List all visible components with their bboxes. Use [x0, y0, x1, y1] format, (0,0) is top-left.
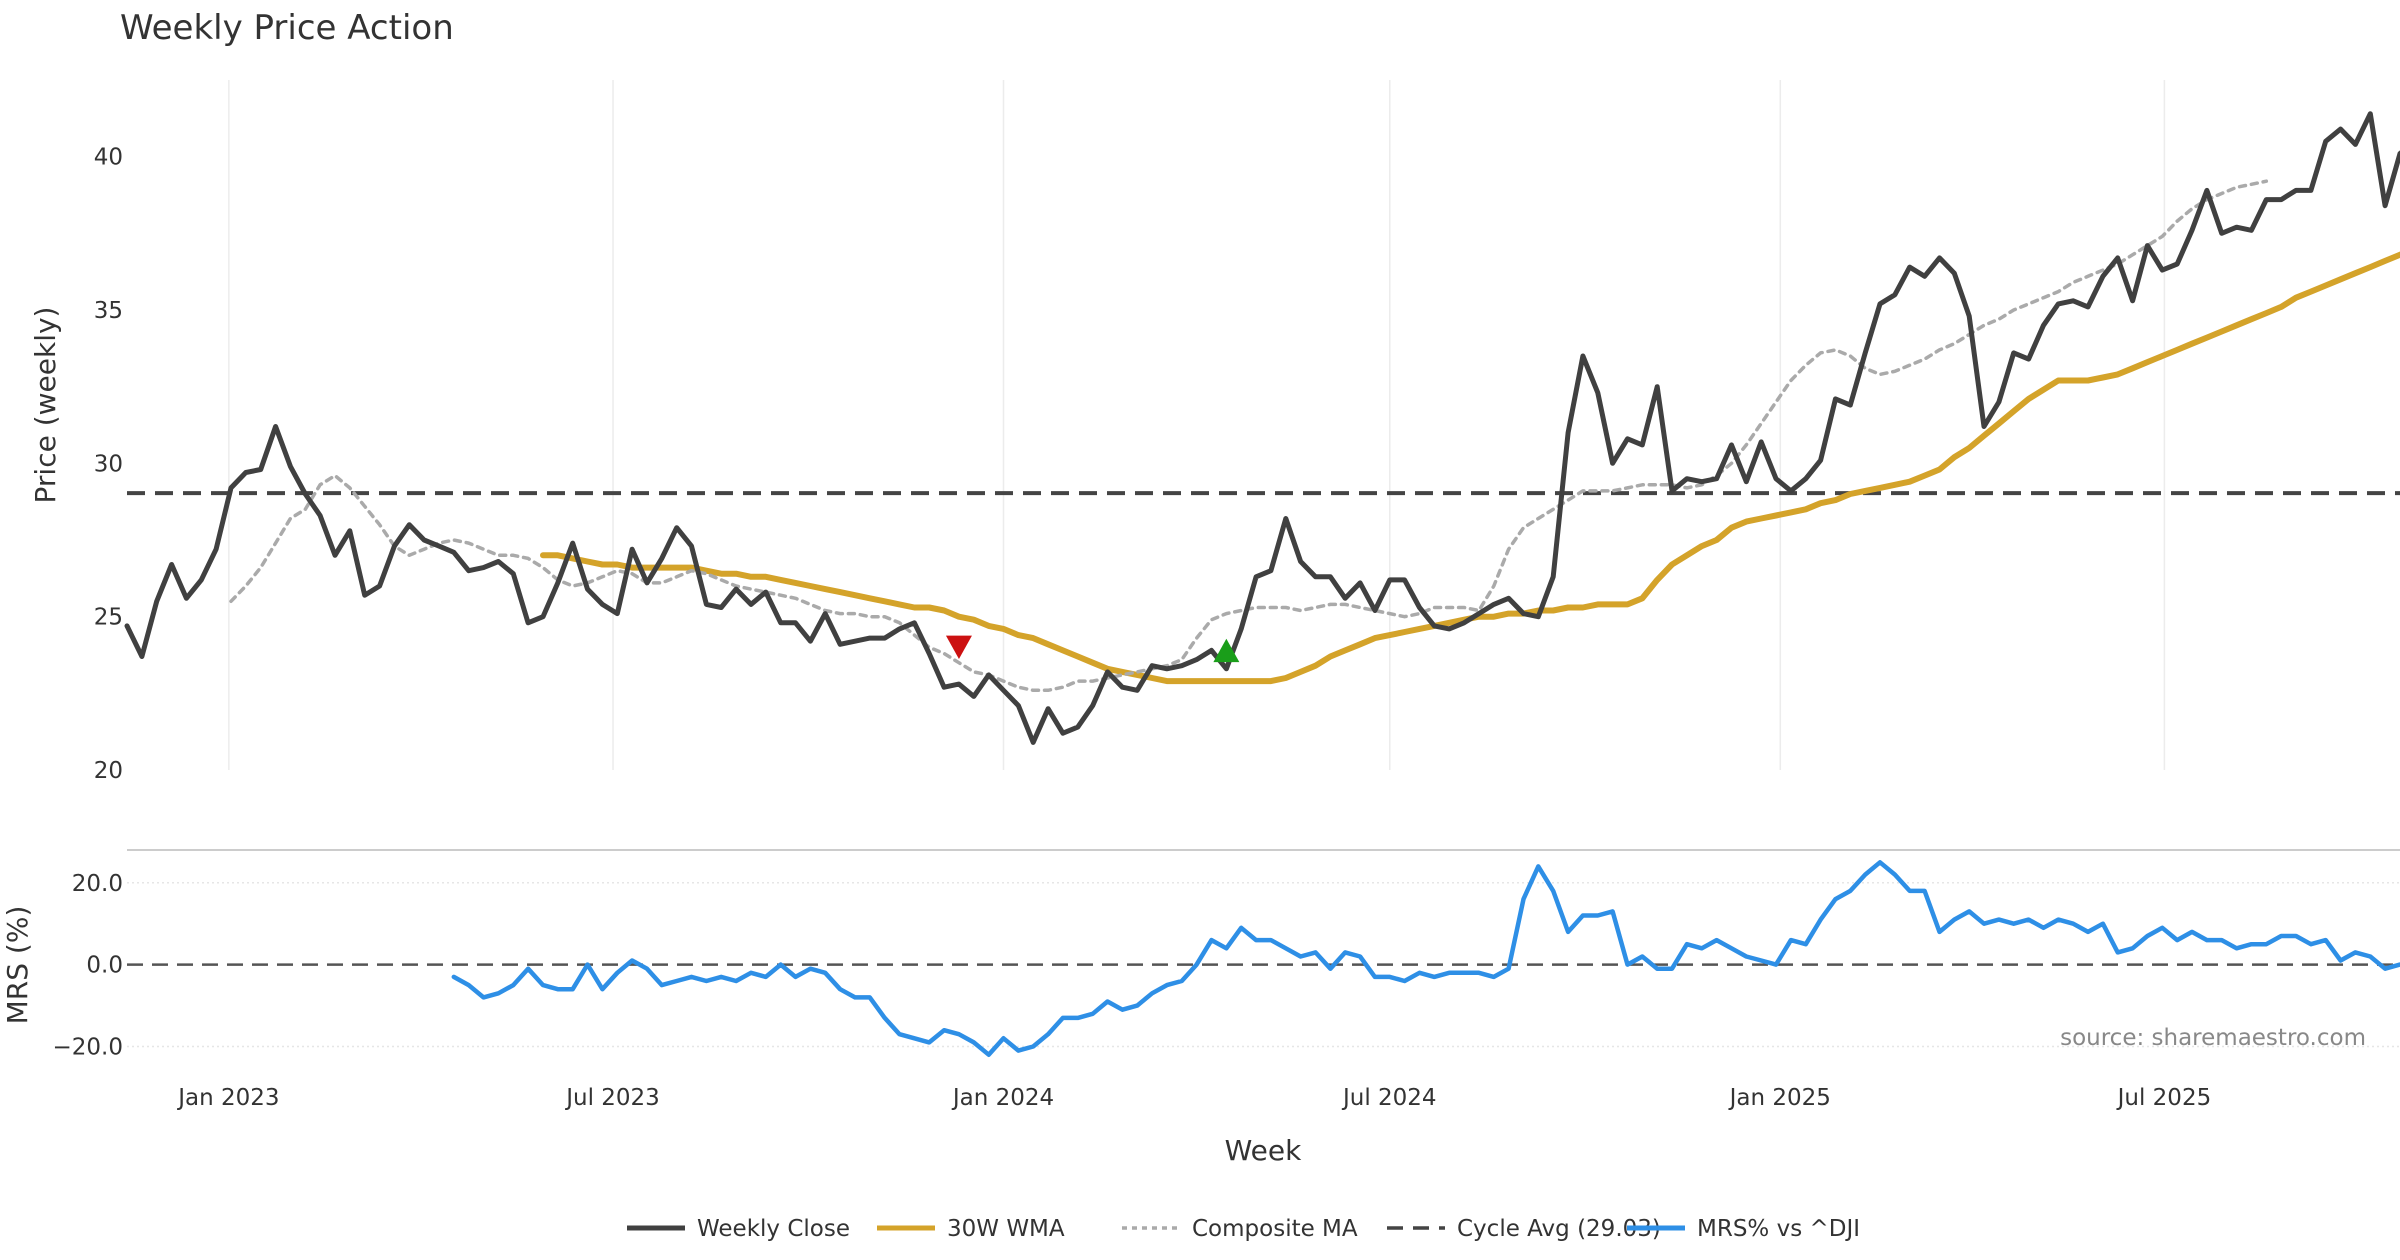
price-tick-label: 25: [94, 605, 123, 631]
price-lines: [124, 111, 2400, 745]
price-axis-title: Price (weekly): [29, 307, 62, 504]
weekly-close-line: [124, 111, 2400, 745]
x-tick-label: Jan 2023: [176, 1085, 279, 1111]
mrs-panel: −20.0 0.0 20.0 MRS (%) source: sharemaestr…: [1, 860, 2400, 1061]
mrs-axis-title: MRS (%): [1, 906, 34, 1025]
mrs-grid: [127, 882, 2400, 1048]
x-tick-label: Jan 2024: [951, 1085, 1054, 1111]
mrs-tick-label: 0.0: [86, 953, 123, 979]
price-x-grid: [228, 80, 2166, 770]
x-tick-label: Jan 2025: [1728, 1085, 1831, 1111]
signal-markers: [945, 635, 1240, 663]
x-tick-label: Jul 2025: [2116, 1085, 2212, 1111]
composite-ma-line: [229, 179, 2269, 693]
sell-signal-marker: [945, 635, 972, 660]
legend-label: 30W WMA: [947, 1216, 1065, 1242]
price-y-ticks: 20 25 30 35 40: [94, 145, 123, 784]
legend-label: Composite MA: [1192, 1216, 1358, 1242]
price-panel: 20 25 30 35 40 Price (weekly): [29, 80, 2400, 784]
legend-label: Weekly Close: [697, 1216, 850, 1242]
x-tick-label: Jul 2023: [564, 1085, 660, 1111]
legend-label: Cycle Avg (29.03): [1457, 1216, 1661, 1242]
mrs-tick-label: −20.0: [53, 1035, 123, 1061]
mrs-lines: [451, 860, 2400, 1057]
price-tick-label: 30: [94, 451, 123, 477]
buy-signal-marker: [1213, 638, 1240, 663]
mrs-line: [451, 860, 2400, 1057]
x-axis-title: Week: [1225, 1134, 1302, 1167]
x-axis-ticks: Jan 2023 Jul 2023 Jan 2024 Jul 2024 Jan 2025…: [176, 1085, 2211, 1111]
price-tick-label: 20: [94, 758, 123, 784]
legend-label: MRS% vs ^DJI: [1697, 1216, 1860, 1242]
legend: Weekly Close 30W WMA Composite MA Cycle Avg…: [627, 1216, 1860, 1242]
mrs-y-ticks: −20.0 0.0 20.0: [53, 871, 123, 1061]
x-tick-label: Jul 2024: [1341, 1085, 1437, 1111]
mrs-tick-label: 20.0: [72, 871, 123, 897]
price-tick-label: 35: [94, 298, 123, 324]
source-note: source: sharemaestro.com: [2060, 1025, 2366, 1051]
chart-title: Weekly Price Action: [120, 8, 454, 48]
price-tick-label: 40: [94, 145, 123, 171]
